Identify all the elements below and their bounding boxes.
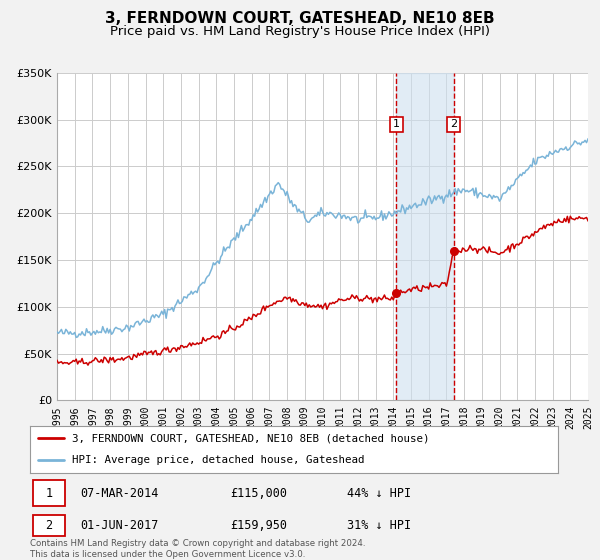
Text: 2: 2 xyxy=(46,519,53,532)
Text: Contains HM Land Registry data © Crown copyright and database right 2024.
This d: Contains HM Land Registry data © Crown c… xyxy=(30,539,365,559)
Text: £159,950: £159,950 xyxy=(230,519,287,532)
FancyBboxPatch shape xyxy=(32,480,65,506)
Text: 07-MAR-2014: 07-MAR-2014 xyxy=(80,487,158,500)
Text: 3, FERNDOWN COURT, GATESHEAD, NE10 8EB (detached house): 3, FERNDOWN COURT, GATESHEAD, NE10 8EB (… xyxy=(72,433,430,444)
Text: 31% ↓ HPI: 31% ↓ HPI xyxy=(347,519,411,532)
Text: Price paid vs. HM Land Registry's House Price Index (HPI): Price paid vs. HM Land Registry's House … xyxy=(110,25,490,38)
FancyBboxPatch shape xyxy=(32,515,65,536)
Text: 1: 1 xyxy=(393,119,400,129)
Text: £115,000: £115,000 xyxy=(230,487,287,500)
Text: 44% ↓ HPI: 44% ↓ HPI xyxy=(347,487,411,500)
Text: HPI: Average price, detached house, Gateshead: HPI: Average price, detached house, Gate… xyxy=(72,455,365,465)
Text: 2: 2 xyxy=(450,119,457,129)
Text: 3, FERNDOWN COURT, GATESHEAD, NE10 8EB: 3, FERNDOWN COURT, GATESHEAD, NE10 8EB xyxy=(105,11,495,26)
Text: 01-JUN-2017: 01-JUN-2017 xyxy=(80,519,158,532)
Text: 1: 1 xyxy=(46,487,53,500)
Bar xyxy=(397,73,454,400)
